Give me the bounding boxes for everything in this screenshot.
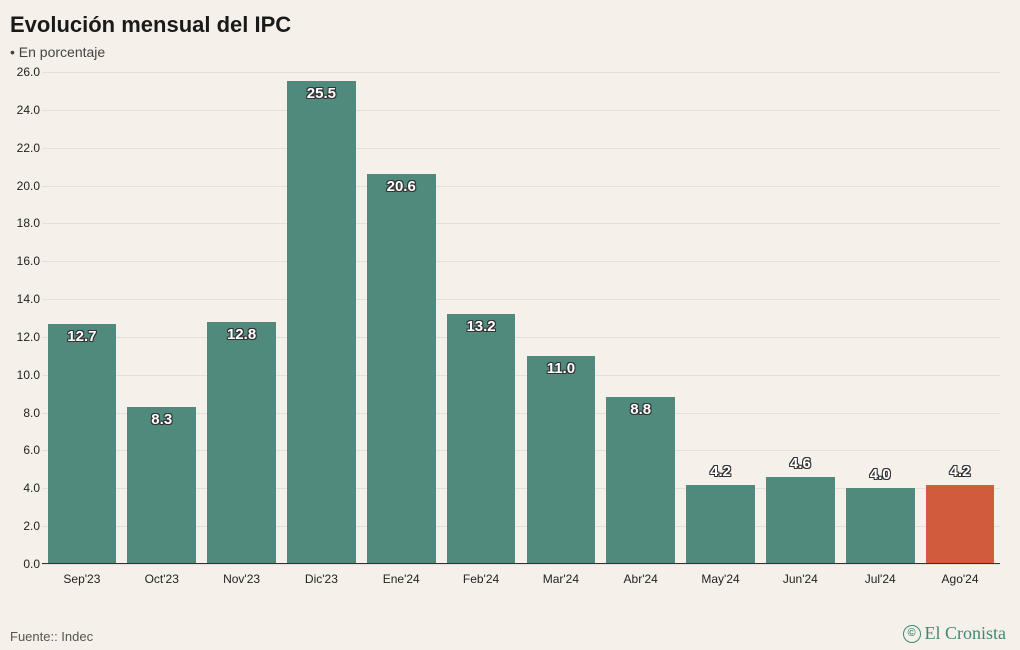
- x-tick-label: Abr'24: [624, 572, 658, 586]
- y-tick-label: 14.0: [10, 292, 40, 306]
- plot-area: 12.7Sep'238.3Oct'2312.8Nov'2325.5Dic'232…: [42, 72, 1000, 564]
- source-label: Fuente:: Indec: [10, 629, 93, 644]
- bar-slot: 20.6Ene'24: [361, 72, 441, 564]
- y-tick-label: 4.0: [10, 481, 40, 495]
- y-tick-label: 8.0: [10, 406, 40, 420]
- bar-value-label: 8.8: [630, 401, 651, 418]
- x-tick-label: Dic'23: [305, 572, 338, 586]
- y-tick-label: 20.0: [10, 179, 40, 193]
- y-tick-label: 26.0: [10, 65, 40, 79]
- bar: 11.0: [527, 356, 596, 564]
- x-tick-label: Ene'24: [383, 572, 420, 586]
- bars-group: 12.7Sep'238.3Oct'2312.8Nov'2325.5Dic'232…: [42, 72, 1000, 564]
- bar-value-label: 12.8: [227, 326, 256, 343]
- bar: 4.2: [686, 485, 755, 564]
- chart-container: Evolución mensual del IPC • En porcentaj…: [0, 0, 1020, 650]
- bar-value-label: 25.5: [307, 85, 336, 102]
- gridline: [42, 564, 1000, 565]
- bar: 4.6: [766, 477, 835, 564]
- bar-value-label: 13.2: [466, 318, 495, 335]
- x-tick-label: Oct'23: [145, 572, 179, 586]
- bar-value-label: 4.2: [710, 463, 731, 480]
- y-tick-label: 6.0: [10, 443, 40, 457]
- bar: 25.5: [287, 81, 356, 564]
- bar-slot: 12.7Sep'23: [42, 72, 122, 564]
- bar: 13.2: [447, 314, 516, 564]
- bar-value-label: 12.7: [67, 328, 96, 345]
- bar-slot: 4.0Jul'24: [840, 72, 920, 564]
- y-tick-label: 16.0: [10, 254, 40, 268]
- bar-slot: 4.6Jun'24: [760, 72, 840, 564]
- bar-slot: 13.2Feb'24: [441, 72, 521, 564]
- x-tick-label: Jul'24: [865, 572, 896, 586]
- y-tick-label: 18.0: [10, 216, 40, 230]
- y-tick-label: 22.0: [10, 141, 40, 155]
- bar-slot: 4.2May'24: [681, 72, 761, 564]
- bar-slot: 12.8Nov'23: [202, 72, 282, 564]
- x-tick-label: May'24: [701, 572, 739, 586]
- bar: 12.7: [48, 324, 117, 564]
- y-tick-label: 12.0: [10, 330, 40, 344]
- brand-name: El Cronista: [925, 623, 1007, 644]
- bar-value-label: 4.0: [870, 466, 891, 483]
- bar-value-label: 4.6: [790, 455, 811, 472]
- bar-slot: 4.2Ago'24: [920, 72, 1000, 564]
- bar-value-label: 11.0: [547, 360, 575, 377]
- y-tick-label: 10.0: [10, 368, 40, 382]
- bar: 8.3: [127, 407, 196, 564]
- ipc-bar-chart: 0.0 2.0 4.0 6.0 8.0 10.0 12.0 14.0 16.0 18.0 20.0 2…: [10, 72, 1006, 590]
- bar-value-label: 4.2: [950, 463, 971, 480]
- x-tick-label: Mar'24: [543, 572, 579, 586]
- bar-value-label: 20.6: [387, 178, 416, 195]
- y-tick-label: 24.0: [10, 103, 40, 117]
- brand-symbol-icon: ©: [903, 625, 921, 643]
- x-tick-label: Sep'23: [63, 572, 100, 586]
- y-tick-label: 0.0: [10, 557, 40, 571]
- bar: 4.0: [846, 488, 915, 564]
- chart-footer: Fuente:: Indec © El Cronista: [10, 623, 1006, 644]
- bar-slot: 25.5Dic'23: [281, 72, 361, 564]
- x-axis-line: [42, 563, 1000, 564]
- bar-slot: 8.8Abr'24: [601, 72, 681, 564]
- bar: 20.6: [367, 174, 436, 564]
- bar-value-label: 8.3: [151, 411, 172, 428]
- bar: 4.2: [926, 485, 995, 564]
- x-tick-label: Ago'24: [942, 572, 979, 586]
- bar: 8.8: [606, 397, 675, 564]
- x-tick-label: Feb'24: [463, 572, 499, 586]
- chart-subtitle: • En porcentaje: [10, 44, 1006, 60]
- bar-slot: 11.0Mar'24: [521, 72, 601, 564]
- bar: 12.8: [207, 322, 276, 564]
- y-tick-label: 2.0: [10, 519, 40, 533]
- chart-title: Evolución mensual del IPC: [10, 12, 1006, 38]
- x-tick-label: Jun'24: [783, 572, 818, 586]
- x-tick-label: Nov'23: [223, 572, 260, 586]
- brand: © El Cronista: [903, 623, 1007, 644]
- bar-slot: 8.3Oct'23: [122, 72, 202, 564]
